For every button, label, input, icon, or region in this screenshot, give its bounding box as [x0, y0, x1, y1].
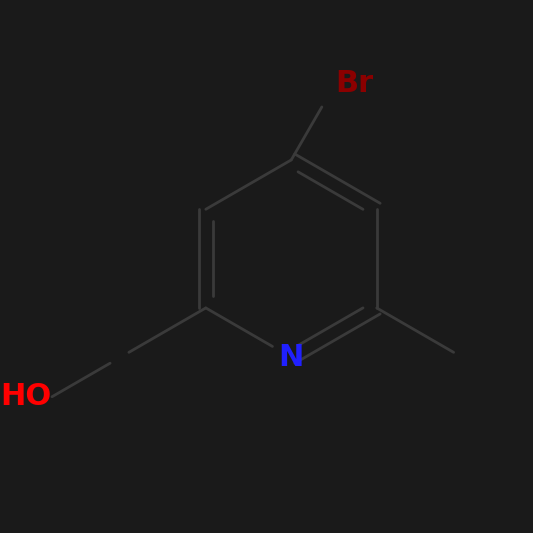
Text: N: N [279, 343, 304, 372]
Text: HO: HO [1, 382, 52, 411]
Text: Br: Br [336, 69, 374, 98]
